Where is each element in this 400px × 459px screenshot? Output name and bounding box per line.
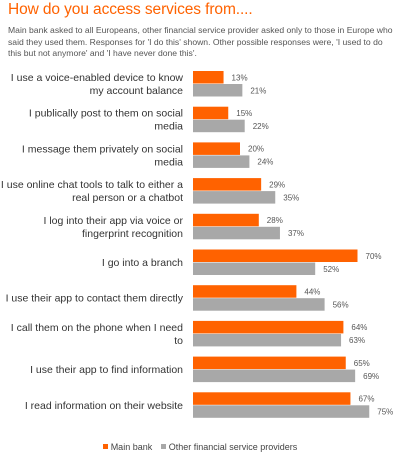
bar-main-bank [193,178,262,191]
category-label: I publically post to them on social [29,108,183,120]
value-label-main-bank: 44% [304,287,320,296]
bar-main-bank [193,142,240,155]
category-label: media [154,156,183,168]
value-label-other-provider: 69% [363,372,379,381]
value-label-other-provider: 52% [323,265,339,274]
value-label-other-provider: 35% [283,193,299,202]
value-label-main-bank: 70% [366,252,382,261]
category-label: I use a voice-enabled device to know [11,72,184,84]
bar-main-bank [193,213,259,227]
value-label-main-bank: 15% [236,109,252,118]
legend-item-main-bank: Main bank [102,442,153,452]
category-label: I use their app to contact them directly [6,293,184,305]
value-label-other-provider: 63% [349,336,365,345]
legend-label-main-bank: Main bank [110,442,153,452]
category-label: my account balance [90,85,184,97]
bar-other-provider [193,84,243,97]
value-label-other-provider: 24% [257,158,273,167]
bar-main-bank [193,285,297,298]
bar-main-bank [193,392,351,405]
category-label: I use online chat tools to talk to eithe… [1,179,183,191]
category-label: I use their app to find information [30,364,183,376]
legend-swatch-main-bank [102,444,108,449]
bar-main-bank [193,356,346,370]
legend: Main bank Other financial service provid… [0,442,400,452]
value-label-main-bank: 28% [267,216,283,225]
category-label: real person or a chatbot [72,192,183,204]
chart-subtitle: Main bank asked to all Europeans, other … [8,25,393,58]
bar-main-bank [193,249,358,262]
bar-other-provider [193,226,280,240]
category-label: I read information on their website [25,400,183,412]
category-label: media [154,121,183,133]
bar-main-bank [193,106,229,120]
value-label-main-bank: 13% [232,73,248,82]
legend-label-other: Other financial service providers [168,442,298,452]
chart-title: How do you access services from.... [8,1,253,18]
bar-other-provider [193,191,276,204]
category-label: I call them on the phone when I need [11,322,183,334]
category-label: I log into their app via voice or [44,215,184,227]
bar-other-provider [193,369,356,383]
bar-other-provider [193,333,342,347]
bar-other-provider [193,405,370,418]
value-label-other-provider: 22% [253,122,269,131]
legend-swatch-other [160,444,166,449]
value-label-other-provider: 21% [250,86,266,95]
bar-other-provider [193,262,316,275]
value-label-main-bank: 65% [354,359,370,368]
value-label-main-bank: 20% [248,145,264,154]
bar-main-bank [193,320,344,334]
value-label-other-provider: 75% [377,408,393,417]
bar-other-provider [193,298,325,311]
category-label: to [174,335,183,347]
category-label: I message them privately on social [22,143,183,155]
category-label: I go into a branch [102,257,183,269]
bar-other-provider [193,155,250,168]
value-label-other-provider: 56% [333,300,349,309]
bar-main-bank [193,71,224,84]
value-label-other-provider: 37% [288,229,304,238]
category-label: fingerprint recognition [82,228,183,240]
value-label-main-bank: 64% [351,323,367,332]
bar-other-provider [193,119,245,133]
value-label-main-bank: 67% [358,395,374,404]
value-label-main-bank: 29% [269,180,285,189]
legend-item-other: Other financial service providers [160,442,298,452]
